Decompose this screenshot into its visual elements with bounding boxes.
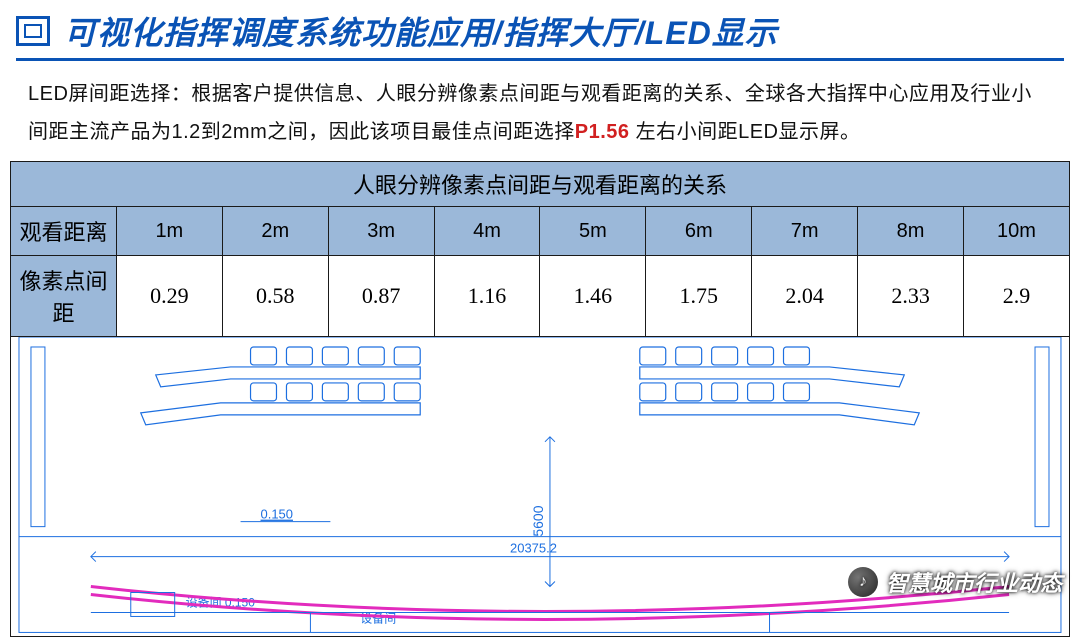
- dist-cell: 6m: [646, 207, 752, 256]
- page-title: 可视化指挥调度系统功能应用/指挥大厅/LED显示: [64, 8, 778, 54]
- intro-paragraph: LED屏间距选择：根据客户提供信息、人眼分辨像素点间距与观看距离的关系、全球各大…: [0, 71, 1080, 161]
- note-0150-a: 0.150: [261, 507, 293, 522]
- pitch-cell: 2.04: [752, 256, 858, 337]
- pitch-cell: 1.16: [434, 256, 540, 337]
- pitch-distance-table: 人眼分辨像素点间距与观看距离的关系 观看距离 1m 2m 3m 4m 5m 6m…: [10, 161, 1070, 337]
- title-underline: [16, 58, 1064, 61]
- dist-cell: 5m: [540, 207, 646, 256]
- dist-cell: 3m: [328, 207, 434, 256]
- pitch-cell: 2.9: [964, 256, 1070, 337]
- intro-pre: LED屏间距选择：根据客户提供信息、人眼分辨像素点间距与观看距离的关系、全球各大…: [28, 83, 1032, 143]
- pitch-cell: 1.75: [646, 256, 752, 337]
- table-row-distance: 观看距离 1m 2m 3m 4m 5m 6m 7m 8m 10m: [11, 207, 1070, 256]
- watermark-icon: ♪: [848, 567, 878, 597]
- row-label-distance: 观看距离: [11, 207, 117, 256]
- dim-20375: 20375.2: [510, 541, 557, 556]
- pitch-cell: 0.58: [222, 256, 328, 337]
- row-label-pitch: 像素点间距: [11, 256, 117, 337]
- dist-cell: 2m: [222, 207, 328, 256]
- dist-cell: 10m: [964, 207, 1070, 256]
- intro-highlight: P1.56: [575, 121, 630, 143]
- dist-cell: 7m: [752, 207, 858, 256]
- title-icon: [16, 16, 50, 46]
- dist-cell: 8m: [858, 207, 964, 256]
- watermark-text: 智慧城市行业动态: [886, 566, 1062, 598]
- dist-cell: 1m: [116, 207, 222, 256]
- table-row-pitch: 像素点间距 0.29 0.58 0.87 1.16 1.46 1.75 2.04…: [11, 256, 1070, 337]
- intro-post: 左右小间距LED显示屏。: [630, 121, 861, 143]
- pitch-cell: 2.33: [858, 256, 964, 337]
- note-equipment-room: 设备间: [360, 611, 396, 625]
- pitch-cell: 0.29: [116, 256, 222, 337]
- dist-cell: 4m: [434, 207, 540, 256]
- watermark: ♪ 智慧城市行业动态: [848, 566, 1062, 598]
- dim-5600: 5600: [530, 505, 546, 536]
- pitch-cell: 0.87: [328, 256, 434, 337]
- pitch-cell: 1.46: [540, 256, 646, 337]
- table-caption: 人眼分辨像素点间距与观看距离的关系: [11, 162, 1070, 207]
